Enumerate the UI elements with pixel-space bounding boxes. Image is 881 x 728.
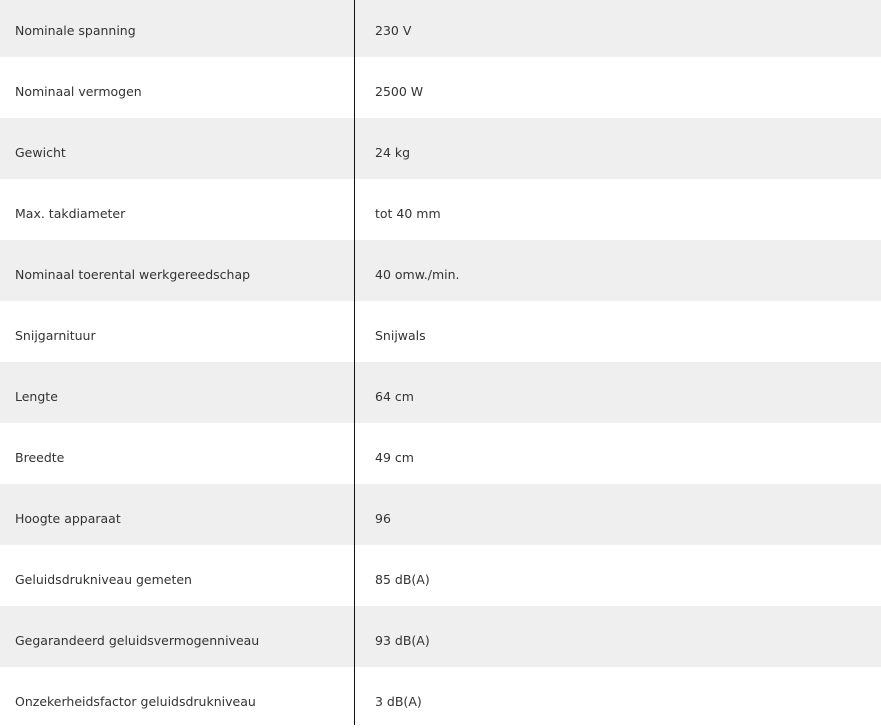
spec-row: Gewicht 24 kg bbox=[0, 118, 881, 179]
spec-label: Gewicht bbox=[15, 145, 66, 160]
column-divider bbox=[354, 0, 355, 725]
spec-value: 24 kg bbox=[375, 145, 411, 160]
spec-value: tot 40 mm bbox=[375, 206, 441, 221]
spec-row: Onzekerheidsfactor geluidsdrukniveau 3 dB… bbox=[0, 667, 881, 728]
spec-label: Breedte bbox=[15, 450, 65, 465]
spec-value: 85 dB(A) bbox=[375, 572, 430, 587]
spec-label: Snijgarnituur bbox=[15, 328, 96, 343]
spec-label: Nominaal toerental werkgereedschap bbox=[15, 267, 251, 282]
spec-row: Max. takdiameter tot 40 mm bbox=[0, 179, 881, 240]
spec-value: 96 bbox=[375, 511, 391, 526]
spec-value: 40 omw./min. bbox=[375, 267, 460, 282]
spec-row: Breedte 49 cm bbox=[0, 423, 881, 484]
spec-value: 2500 W bbox=[375, 84, 424, 99]
spec-row: Geluidsdrukniveau gemeten 85 dB(A) bbox=[0, 545, 881, 606]
spec-value: Snijwals bbox=[375, 328, 426, 343]
spec-row: Lengte 64 cm bbox=[0, 362, 881, 423]
spec-label: Nominale spanning bbox=[15, 23, 136, 38]
spec-value: 49 cm bbox=[375, 450, 414, 465]
spec-label: Onzekerheidsfactor geluidsdrukniveau bbox=[15, 694, 256, 709]
spec-label: Gegarandeerd geluidsvermogenniveau bbox=[15, 633, 260, 648]
spec-row: Nominaal toerental werkgereedschap 40 omw… bbox=[0, 240, 881, 301]
spec-row: Hoogte apparaat 96 bbox=[0, 484, 881, 545]
spec-value: 93 dB(A) bbox=[375, 633, 430, 648]
spec-label: Nominaal vermogen bbox=[15, 84, 142, 99]
spec-label: Hoogte apparaat bbox=[15, 511, 121, 526]
spec-row: Gegarandeerd geluidsvermogenniveau 93 dB(… bbox=[0, 606, 881, 667]
spec-value: 3 dB(A) bbox=[375, 694, 422, 709]
spec-label: Geluidsdrukniveau gemeten bbox=[15, 572, 192, 587]
spec-row: Nominale spanning 230 V bbox=[0, 0, 881, 57]
spec-label: Max. takdiameter bbox=[15, 206, 126, 221]
spec-value: 230 V bbox=[375, 23, 412, 38]
spec-label: Lengte bbox=[15, 389, 58, 404]
spec-row: Nominaal vermogen 2500 W bbox=[0, 57, 881, 118]
spec-row: Snijgarnituur Snijwals bbox=[0, 301, 881, 362]
spec-value: 64 cm bbox=[375, 389, 414, 404]
